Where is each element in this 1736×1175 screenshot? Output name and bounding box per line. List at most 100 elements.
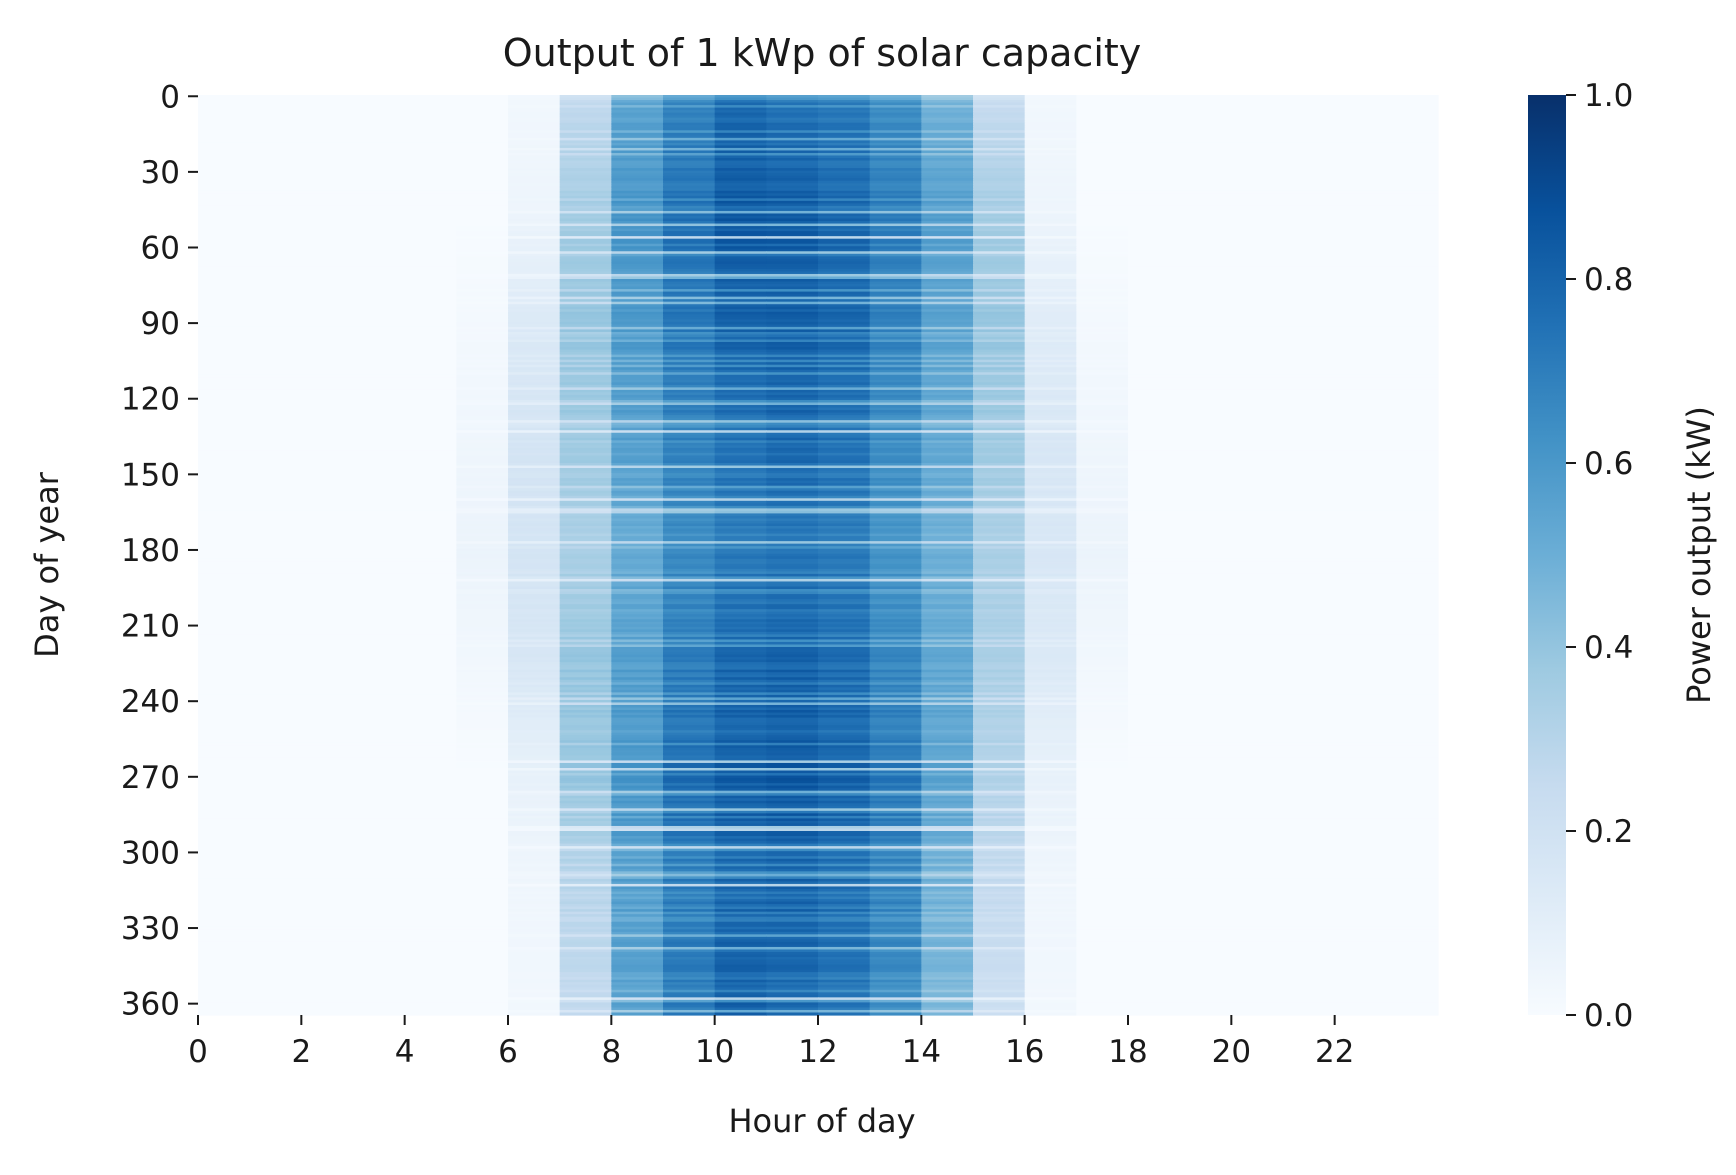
heatmap-cell (1076, 374, 1129, 378)
heatmap-cell (1024, 561, 1077, 565)
heatmap-cell (1076, 578, 1129, 583)
heatmap-cell (301, 394, 354, 399)
heatmap-cell (198, 286, 251, 290)
heatmap-cell (1076, 495, 1129, 499)
heatmap-cell (921, 432, 974, 436)
heatmap-cell (1076, 107, 1129, 111)
heatmap-cell (353, 389, 406, 394)
heatmap-cell (508, 412, 561, 416)
heatmap-cell (301, 263, 354, 267)
heatmap-cell (869, 394, 922, 399)
heatmap-cell (1076, 316, 1129, 320)
heatmap-cell (611, 276, 664, 280)
heatmap-cell (714, 551, 767, 555)
heatmap-cell (663, 578, 716, 583)
heatmap-cell (973, 329, 1026, 333)
heatmap-cell (301, 236, 354, 240)
heatmap-cell (714, 137, 767, 141)
heatmap-cell (353, 437, 406, 441)
heatmap-cell (1386, 299, 1439, 303)
heatmap-cell (508, 314, 561, 318)
heatmap-cell (869, 223, 922, 227)
heatmap-cell (1283, 168, 1336, 172)
heatmap-cell (766, 473, 819, 477)
heatmap-cell (404, 561, 457, 565)
heatmap-cell (559, 422, 612, 426)
heatmap-cell (869, 571, 922, 575)
heatmap-cell (973, 483, 1026, 487)
heatmap-cell (508, 165, 561, 169)
heatmap-cell (1283, 473, 1336, 477)
heatmap-cell (1179, 518, 1232, 522)
heatmap-cell (404, 299, 457, 303)
heatmap-cell (249, 470, 302, 474)
heatmap-cell (1283, 289, 1336, 293)
heatmap-cell (766, 374, 819, 378)
heatmap-cell (1179, 115, 1232, 119)
heatmap-cell (1386, 596, 1439, 600)
heatmap-cell (1334, 604, 1387, 608)
heatmap-cell (921, 589, 974, 593)
heatmap-cell (456, 279, 509, 283)
heatmap-cell (1179, 447, 1232, 451)
heatmap-cell (818, 279, 871, 283)
heatmap-cell (714, 470, 767, 474)
heatmap-cell (1231, 321, 1284, 325)
heatmap-cell (249, 440, 302, 444)
heatmap-cell (1128, 349, 1181, 353)
heatmap-cell (404, 377, 457, 381)
heatmap-cell (869, 445, 922, 449)
heatmap-cell (766, 223, 819, 227)
heatmap-cell (869, 163, 922, 167)
heatmap-cell (559, 614, 612, 618)
heatmap-cell (353, 105, 406, 109)
heatmap-cell (404, 362, 457, 366)
heatmap-cell (1179, 132, 1232, 136)
heatmap-cell (663, 331, 716, 336)
heatmap-cell (1128, 488, 1181, 492)
heatmap-cell (559, 329, 612, 333)
heatmap-cell (1076, 95, 1129, 99)
heatmap-cell (301, 495, 354, 499)
heatmap-cell (973, 430, 1026, 434)
heatmap-cell (921, 248, 974, 252)
heatmap-cell (456, 465, 509, 469)
heatmap-cell (818, 541, 871, 545)
heatmap-cell (1128, 334, 1181, 338)
heatmap-cell (1024, 253, 1077, 257)
heatmap-cell (198, 334, 251, 338)
heatmap-cell (766, 369, 819, 373)
heatmap-cell (766, 97, 819, 101)
heatmap-cell (198, 528, 251, 532)
heatmap-cell (1128, 97, 1181, 101)
heatmap-cell (611, 596, 664, 600)
heatmap-cell (1076, 331, 1129, 336)
heatmap-cell (404, 349, 457, 353)
heatmap-cell (611, 301, 664, 305)
heatmap-cell (1128, 178, 1181, 182)
heatmap-cell (559, 359, 612, 363)
heatmap-cell (818, 599, 871, 603)
heatmap-cell (1076, 140, 1129, 144)
heatmap-cell (869, 173, 922, 177)
heatmap-cell (1024, 538, 1077, 542)
heatmap-cell (818, 616, 871, 620)
heatmap-cell (198, 152, 251, 157)
heatmap-cell (714, 195, 767, 199)
heatmap-cell (714, 405, 767, 409)
heatmap-cell (1231, 299, 1284, 303)
heatmap-cell (921, 354, 974, 358)
heatmap-cell (249, 420, 302, 424)
heatmap-cell (869, 135, 922, 139)
heatmap-cell (611, 268, 664, 273)
heatmap-cell (353, 399, 406, 404)
heatmap-cell (1231, 286, 1284, 290)
heatmap-cell (249, 137, 302, 141)
heatmap-cell (508, 369, 561, 373)
heatmap-cell (611, 147, 664, 152)
heatmap-cell (766, 110, 819, 114)
heatmap-cell (1128, 173, 1181, 177)
heatmap-cell (1024, 324, 1077, 328)
heatmap-cell (973, 563, 1026, 567)
heatmap-cell (1231, 203, 1284, 207)
